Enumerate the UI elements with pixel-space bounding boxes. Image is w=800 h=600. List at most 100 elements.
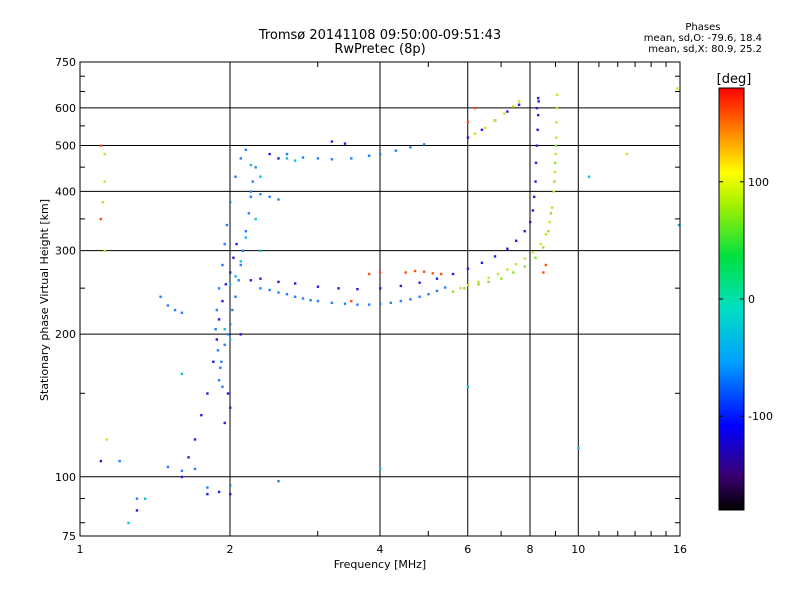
data-point bbox=[223, 242, 226, 246]
data-point bbox=[99, 459, 103, 463]
data-point bbox=[135, 509, 139, 512]
data-point bbox=[413, 269, 417, 273]
data-point bbox=[534, 180, 537, 183]
data-point bbox=[549, 212, 553, 215]
x-tick-label: 1 bbox=[77, 543, 84, 556]
data-point bbox=[523, 265, 526, 268]
data-point bbox=[232, 256, 235, 260]
data-point bbox=[235, 242, 238, 246]
data-point bbox=[435, 277, 439, 280]
data-point bbox=[477, 283, 480, 286]
x-tick-label: 16 bbox=[673, 543, 687, 556]
data-point bbox=[404, 271, 407, 274]
data-point bbox=[103, 152, 106, 156]
data-point bbox=[517, 103, 521, 106]
data-point bbox=[217, 287, 221, 290]
data-point bbox=[268, 288, 271, 292]
data-point bbox=[343, 302, 347, 305]
data-point bbox=[517, 100, 521, 103]
data-point bbox=[555, 106, 559, 110]
data-point bbox=[536, 128, 539, 132]
data-point bbox=[337, 287, 340, 290]
data-point bbox=[234, 295, 237, 298]
data-point bbox=[225, 223, 229, 227]
y-tick-label: 100 bbox=[55, 471, 76, 484]
data-point bbox=[277, 198, 280, 201]
data-point bbox=[379, 152, 382, 156]
data-point bbox=[356, 303, 359, 306]
data-point bbox=[247, 212, 251, 215]
data-point bbox=[180, 475, 184, 479]
data-point bbox=[241, 249, 245, 253]
data-point bbox=[542, 246, 545, 249]
x-tick-label: 10 bbox=[571, 543, 585, 556]
data-point bbox=[118, 459, 121, 463]
data-point bbox=[506, 247, 509, 250]
data-point bbox=[223, 343, 226, 347]
colorbar bbox=[718, 87, 745, 511]
colorbar-tick-label: -100 bbox=[748, 410, 773, 423]
data-point bbox=[239, 260, 242, 263]
y-tick-label: 400 bbox=[55, 185, 76, 198]
data-point bbox=[234, 275, 237, 278]
data-point bbox=[249, 279, 253, 282]
data-point bbox=[229, 338, 232, 341]
data-point bbox=[473, 132, 477, 135]
data-point bbox=[293, 295, 297, 298]
data-point bbox=[259, 192, 262, 196]
data-point bbox=[466, 385, 470, 388]
data-points bbox=[99, 87, 681, 525]
data-point bbox=[239, 263, 242, 267]
data-point bbox=[259, 175, 262, 178]
data-point bbox=[503, 112, 506, 115]
data-point bbox=[229, 492, 232, 496]
data-point bbox=[206, 486, 209, 489]
data-point bbox=[159, 295, 162, 298]
colorbar-ticks: 100 0 -100 bbox=[719, 176, 773, 423]
data-point bbox=[251, 180, 254, 183]
data-point bbox=[193, 467, 197, 471]
y-tick-label: 200 bbox=[55, 328, 76, 341]
data-point bbox=[226, 333, 230, 336]
data-point bbox=[215, 308, 219, 312]
data-point bbox=[216, 349, 220, 352]
data-point bbox=[459, 287, 462, 290]
data-point bbox=[487, 276, 490, 280]
data-point bbox=[466, 136, 470, 139]
data-point bbox=[223, 328, 226, 331]
phases-x-stats: mean, sd,X: 80.9, 25.2 bbox=[648, 44, 762, 55]
data-point bbox=[531, 209, 535, 212]
data-point bbox=[487, 280, 490, 284]
data-point bbox=[220, 360, 223, 363]
data-point bbox=[537, 100, 540, 103]
data-point bbox=[316, 299, 320, 303]
data-point bbox=[249, 163, 253, 167]
data-point bbox=[512, 271, 515, 274]
data-point bbox=[237, 279, 240, 282]
data-point bbox=[166, 304, 170, 307]
data-point bbox=[200, 414, 203, 417]
data-point bbox=[135, 497, 139, 500]
data-point bbox=[285, 157, 289, 160]
data-point bbox=[330, 158, 334, 161]
data-point bbox=[552, 190, 555, 193]
data-point bbox=[244, 230, 248, 233]
data-point bbox=[409, 298, 412, 301]
data-point bbox=[523, 230, 526, 233]
data-point bbox=[496, 272, 500, 276]
data-point bbox=[268, 195, 271, 199]
data-point bbox=[443, 286, 447, 289]
data-point bbox=[127, 521, 130, 525]
data-point bbox=[229, 200, 232, 204]
data-point bbox=[350, 157, 353, 160]
data-point bbox=[301, 297, 305, 300]
data-point bbox=[676, 87, 679, 90]
phases-title: Phases bbox=[685, 22, 721, 33]
data-point bbox=[473, 106, 477, 110]
data-point bbox=[259, 287, 262, 290]
data-point bbox=[431, 272, 434, 275]
data-point bbox=[214, 328, 217, 331]
data-point bbox=[550, 206, 554, 209]
data-point bbox=[221, 263, 224, 267]
